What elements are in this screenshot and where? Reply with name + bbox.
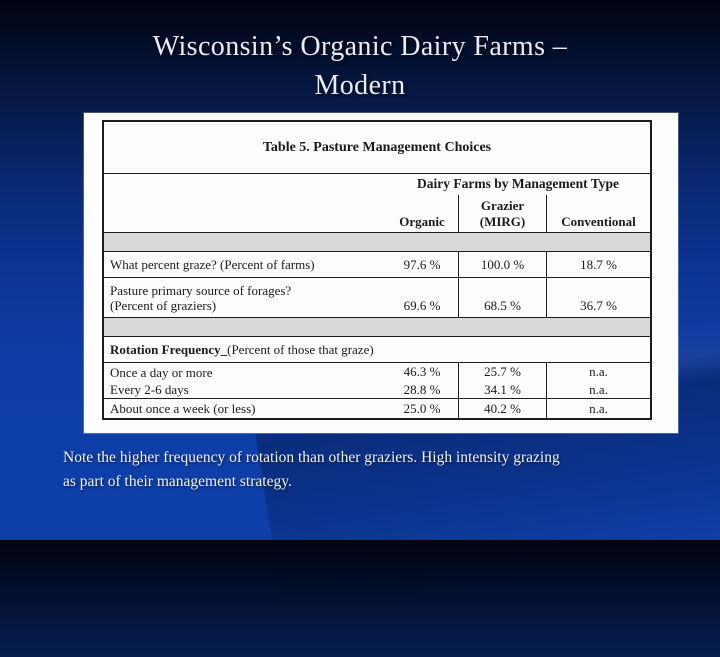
section-header-bold: Rotation Frequency_ bbox=[110, 341, 228, 357]
slide-title: Wisconsin’s Organic Dairy Farms – Modern bbox=[0, 27, 720, 105]
slide-title-line-1: Wisconsin’s Organic Dairy Farms – bbox=[152, 31, 568, 62]
row-label: Pasture primary source of forages? (Perc… bbox=[110, 282, 292, 313]
pasture-management-table: Table 5. Pasture Management Choices Dair… bbox=[102, 120, 652, 420]
table-header-row: Dairy Farms by Management Type Organic G… bbox=[104, 173, 650, 232]
group-header: Dairy Farms by Management Type bbox=[417, 176, 619, 191]
cell-organic: 97.6 % bbox=[403, 256, 441, 272]
column-headers: Organic Grazier (MIRG) Conventional bbox=[386, 195, 650, 232]
note-line-2: as part of their management strategy. bbox=[63, 473, 292, 490]
note-line-1: Note the higher frequency of rotation th… bbox=[63, 449, 560, 466]
row-label: What percent graze? (Percent of farms) bbox=[110, 257, 315, 272]
cell-conventional: 36.7 % bbox=[546, 278, 650, 317]
separator-band bbox=[104, 232, 650, 251]
row-label: Every 2-6 days bbox=[110, 382, 189, 397]
section-header-rest: (Percent of those that graze) bbox=[227, 341, 374, 357]
col-header-grazier: Grazier (MIRG) bbox=[458, 195, 546, 232]
cell-grazier: 100.0 % bbox=[458, 252, 546, 277]
table-row: What percent graze? (Percent of farms) 9… bbox=[104, 251, 650, 277]
table-row: Pasture primary source of forages? (Perc… bbox=[104, 277, 650, 317]
cell-grazier: 40.2 % bbox=[458, 399, 546, 418]
cell-grazier: 25.7 % bbox=[458, 363, 546, 381]
cell-organic: 25.0 % bbox=[403, 400, 441, 416]
cell-organic: 46.3 % bbox=[403, 364, 441, 379]
col-header-conventional: Conventional bbox=[546, 195, 650, 232]
section-header-row: Rotation Frequency_ (Percent of those th… bbox=[104, 336, 650, 362]
cell-conventional: n.a. bbox=[546, 399, 650, 418]
cell-conventional: 18.7 % bbox=[546, 252, 650, 277]
table-image: Table 5. Pasture Management Choices Dair… bbox=[84, 113, 678, 433]
table-row: Once a day or more 46.3 % 25.7 % n.a. bbox=[104, 362, 650, 381]
cell-conventional: n.a. bbox=[546, 381, 650, 398]
cell-conventional: n.a. bbox=[546, 363, 650, 381]
slide-title-line-2: Modern bbox=[314, 70, 406, 101]
col-header-organic: Organic bbox=[399, 214, 445, 229]
row-label: Once a day or more bbox=[110, 364, 213, 380]
separator-band bbox=[104, 317, 650, 336]
table-row: About once a week (or less) 25.0 % 40.2 … bbox=[104, 398, 650, 418]
cell-organic: 69.6 % bbox=[403, 298, 441, 313]
cell-organic: 28.8 % bbox=[403, 381, 441, 397]
table-row: Every 2-6 days 28.8 % 34.1 % n.a. bbox=[104, 381, 650, 398]
cell-grazier: 34.1 % bbox=[458, 381, 546, 398]
row-label: About once a week (or less) bbox=[110, 401, 256, 416]
cell-grazier: 68.5 % bbox=[458, 278, 546, 317]
slide-note: Note the higher frequency of rotation th… bbox=[63, 446, 663, 494]
table-caption: Table 5. Pasture Management Choices bbox=[262, 139, 492, 155]
